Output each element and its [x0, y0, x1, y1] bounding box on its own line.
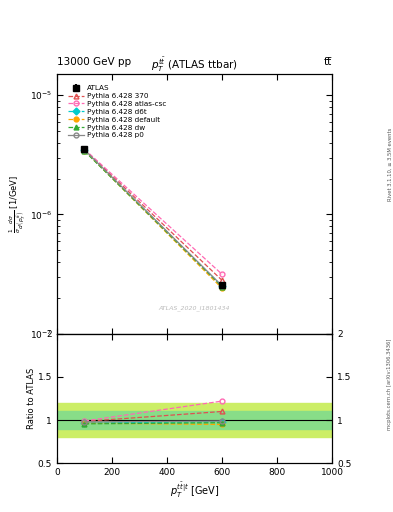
Pythia 6.428 p0 [82, 147, 87, 153]
Y-axis label: $\frac{1}{\sigma}\frac{d\sigma}{d\left(p^{t\bar{t}}_{T}\right)}$ [1/GeV]: $\frac{1}{\sigma}\frac{d\sigma}{d\left(p… [8, 175, 28, 233]
X-axis label: $p^{t\bar{t}|t}_{T}$ [GeV]: $p^{t\bar{t}|t}_{T}$ [GeV] [170, 480, 219, 500]
Pythia 6.428 dw [82, 148, 87, 154]
Title: $p_T^{t\bar{t}}$ (ATLAS ttbar): $p_T^{t\bar{t}}$ (ATLAS ttbar) [151, 56, 238, 74]
Line: Pythia 6.428 d6t: Pythia 6.428 d6t [82, 148, 224, 289]
Line: Pythia 6.428 dw: Pythia 6.428 dw [82, 148, 224, 289]
Pythia 6.428 d6t [82, 147, 87, 154]
Legend: ATLAS, Pythia 6.428 370, Pythia 6.428 atlas-csc, Pythia 6.428 d6t, Pythia 6.428 : ATLAS, Pythia 6.428 370, Pythia 6.428 at… [66, 83, 169, 141]
Line: Pythia 6.428 p0: Pythia 6.428 p0 [82, 147, 224, 288]
Text: mcplots.cern.ch [arXiv:1306.3436]: mcplots.cern.ch [arXiv:1306.3436] [387, 338, 392, 430]
Bar [57, 403, 332, 437]
Line: Pythia 6.428 default: Pythia 6.428 default [82, 148, 224, 291]
Text: ATLAS_2020_I1801434: ATLAS_2020_I1801434 [159, 305, 230, 311]
Y-axis label: Ratio to ATLAS: Ratio to ATLAS [28, 368, 37, 429]
Pythia 6.428 default [82, 147, 87, 154]
Pythia 6.428 370 [220, 278, 224, 284]
Pythia 6.428 atlas-csc [82, 146, 87, 153]
Pythia 6.428 p0 [220, 283, 224, 289]
Pythia 6.428 default [220, 285, 224, 291]
Line: Pythia 6.428 370: Pythia 6.428 370 [82, 147, 224, 283]
Pythia 6.428 dw [220, 284, 224, 290]
Text: 13000 GeV pp: 13000 GeV pp [57, 56, 131, 67]
Text: tt̅: tt̅ [324, 56, 332, 67]
Bar [57, 412, 332, 429]
Pythia 6.428 d6t [220, 283, 224, 289]
Pythia 6.428 370 [82, 146, 87, 153]
Pythia 6.428 atlas-csc [220, 271, 224, 278]
Text: Rivet 3.1.10, ≥ 3.5M events: Rivet 3.1.10, ≥ 3.5M events [387, 127, 392, 201]
Line: Pythia 6.428 atlas-csc: Pythia 6.428 atlas-csc [82, 147, 224, 276]
